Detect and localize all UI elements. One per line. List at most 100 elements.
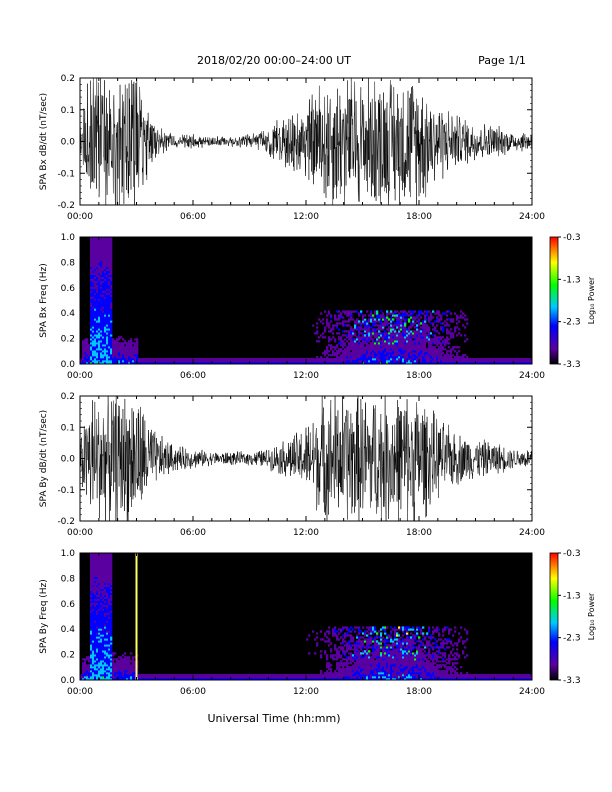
spectrogram-cell bbox=[114, 356, 117, 359]
spectrogram-cell bbox=[402, 312, 405, 315]
spectrogram-cell bbox=[360, 664, 363, 667]
spectrogram-cell bbox=[92, 553, 95, 556]
spectrogram-cell bbox=[326, 674, 329, 677]
spectrogram-cell bbox=[448, 320, 451, 323]
spectrogram-cell bbox=[106, 270, 109, 274]
spectrogram-cell bbox=[108, 632, 111, 635]
spectrogram-cell bbox=[112, 664, 115, 667]
spectrogram-cell bbox=[374, 666, 377, 669]
spectrogram-cell bbox=[108, 554, 111, 558]
spectrogram-cell bbox=[312, 324, 315, 327]
spectrogram-cell bbox=[98, 328, 101, 331]
spectrogram-cell bbox=[132, 674, 135, 677]
spectrogram-cell bbox=[318, 676, 321, 679]
spectrogram-cell bbox=[296, 678, 299, 681]
spectrogram-cell bbox=[456, 346, 459, 349]
spectrogram-cell bbox=[374, 344, 377, 347]
spectrogram-cell bbox=[376, 668, 379, 671]
spectrogram-cell bbox=[232, 360, 235, 363]
spectrogram-cell bbox=[96, 280, 99, 283]
spectrogram-cell bbox=[488, 362, 491, 365]
spectrogram-cell bbox=[468, 362, 471, 365]
spectrogram-cell bbox=[388, 678, 391, 681]
spectrogram-cell bbox=[258, 358, 261, 361]
spectrogram-cell bbox=[378, 354, 381, 357]
spectrogram-cell bbox=[92, 640, 95, 643]
spectrogram-cell bbox=[314, 322, 317, 325]
spectrogram-cell bbox=[300, 362, 303, 365]
spectrogram-cell bbox=[374, 328, 377, 331]
spectrogram-cell bbox=[252, 678, 255, 681]
spectrogram-cell bbox=[96, 624, 99, 627]
spectrogram-cell bbox=[418, 342, 421, 345]
spectrogram-cell bbox=[94, 566, 97, 570]
spectrogram-cell bbox=[98, 318, 101, 321]
spectrogram-cell bbox=[350, 646, 353, 649]
spectrogram-cell bbox=[90, 608, 93, 611]
spectrogram-cell bbox=[358, 642, 361, 645]
spectrogram-cell bbox=[384, 650, 387, 653]
spectrogram-cell bbox=[412, 346, 415, 349]
spectrogram-cell bbox=[90, 628, 93, 631]
spectrogram-cell bbox=[100, 574, 103, 578]
spectrogram-cell bbox=[336, 344, 339, 347]
spectrogram-cell bbox=[168, 360, 171, 363]
spectrogram-cell bbox=[108, 598, 111, 601]
spectrogram-cell bbox=[130, 672, 133, 675]
spectrogram-cell bbox=[338, 356, 341, 359]
spectrogram-cell bbox=[390, 672, 393, 675]
spectrogram-cell bbox=[114, 344, 117, 347]
spectrogram-cell bbox=[126, 666, 129, 669]
spectrogram-cell bbox=[314, 356, 317, 359]
spectrogram-cell bbox=[422, 320, 425, 323]
spectrogram-cell bbox=[90, 604, 93, 607]
spectrogram-cell bbox=[130, 342, 133, 345]
spectrogram-cell bbox=[380, 638, 383, 641]
spectrogram-cell bbox=[446, 332, 449, 335]
spectrogram-cell bbox=[98, 664, 101, 667]
spectrogram-cell bbox=[316, 676, 319, 679]
spectrogram-cell bbox=[410, 358, 413, 361]
spectrogram-cell bbox=[296, 360, 299, 363]
spectrogram-cell bbox=[178, 360, 181, 363]
spectrogram-cell bbox=[206, 674, 209, 677]
spectrogram-cell bbox=[128, 356, 131, 359]
spectrogram-cell bbox=[96, 292, 99, 295]
spectrogram-cell bbox=[174, 362, 177, 365]
spectrogram-cell bbox=[422, 354, 425, 357]
spectrogram-cell bbox=[90, 580, 93, 584]
spectrogram-cell bbox=[316, 678, 319, 681]
spectrogram-cell bbox=[396, 348, 399, 351]
spectrogram-cell bbox=[96, 600, 99, 603]
spectrogram-cell bbox=[324, 640, 327, 643]
spectrogram-cell bbox=[160, 358, 163, 361]
spectrogram-cell bbox=[352, 310, 355, 313]
spectrogram-cell bbox=[130, 664, 133, 667]
spectrogram-cell bbox=[336, 362, 339, 365]
spectrogram-cell bbox=[348, 360, 351, 363]
spectrogram-cell bbox=[102, 624, 105, 627]
spectrogram-cell bbox=[336, 324, 339, 327]
chart-title: 2018/02/20 00:00–24:00 UT bbox=[197, 54, 351, 67]
spectrogram-cell bbox=[420, 360, 423, 363]
spectrogram-cell bbox=[394, 314, 397, 317]
spectrogram-cell bbox=[426, 348, 429, 351]
spectrogram-cell bbox=[364, 348, 367, 351]
spectrogram-cell bbox=[108, 238, 111, 242]
spectrogram-cell bbox=[390, 344, 393, 347]
spectrogram-cell bbox=[410, 348, 413, 351]
spectrogram-cell bbox=[110, 238, 113, 242]
spectrogram-cell bbox=[350, 318, 353, 321]
spectrogram-cell bbox=[124, 348, 127, 351]
spectrogram-cell bbox=[374, 358, 377, 361]
y-tick-label: 1.0 bbox=[61, 233, 76, 243]
waveform-trace bbox=[79, 395, 533, 522]
spectrogram-cell bbox=[82, 350, 85, 353]
spectrogram-cell bbox=[386, 636, 389, 639]
spectrogram-cell bbox=[210, 358, 213, 361]
spectrogram-cell bbox=[334, 644, 337, 647]
spectrogram-cell bbox=[98, 640, 101, 643]
spectrogram-cell bbox=[90, 296, 93, 299]
spectrogram-cell bbox=[108, 298, 111, 301]
panel-2-y-axis-label: SPA Bx Freq (Hz) bbox=[39, 263, 49, 338]
